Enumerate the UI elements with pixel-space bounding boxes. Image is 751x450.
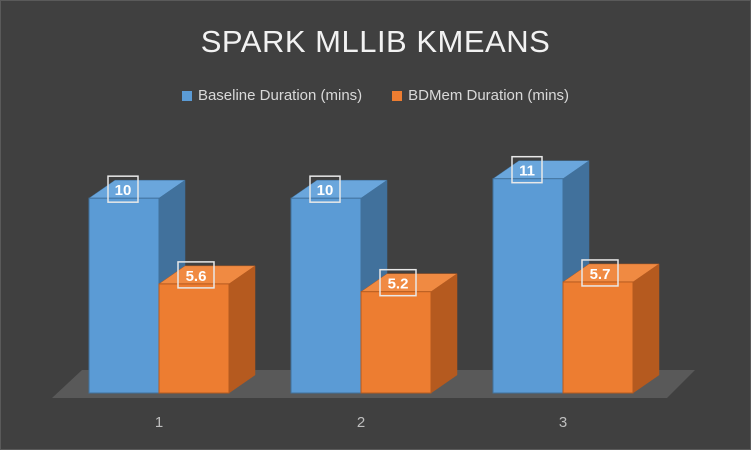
x-tick-label-1: 1 xyxy=(155,414,163,431)
data-label-box-bdmem-2 xyxy=(379,268,417,297)
x-tick-label-3: 3 xyxy=(559,414,567,431)
data-label-baseline-2: 10 xyxy=(317,182,334,199)
legend-item-bdmem: BDMem Duration (mins) xyxy=(392,87,569,104)
data-label-box-bdmem-3 xyxy=(581,259,619,287)
data-label-box-bdmem-1 xyxy=(177,261,215,289)
legend-swatch-bdmem xyxy=(392,90,403,101)
bar-bdmem-1 xyxy=(158,283,230,394)
data-label-box-baseline-1 xyxy=(107,175,139,203)
legend: Baseline Duration (mins) BDMem Duration … xyxy=(0,87,751,104)
data-label-baseline-1: 10 xyxy=(115,182,132,199)
legend-swatch-baseline xyxy=(181,90,192,101)
bar-baseline-3 xyxy=(492,178,564,394)
bar-bdmem-3 xyxy=(562,281,634,394)
bar-bdmem-2 xyxy=(360,291,432,394)
data-label-bdmem-1: 5.6 xyxy=(186,268,207,285)
bar-side-bdmem-3 xyxy=(632,263,660,394)
data-label-bdmem-2: 5.2 xyxy=(388,276,409,293)
data-label-bdmem-3: 5.7 xyxy=(590,266,611,283)
legend-item-baseline: Baseline Duration (mins) xyxy=(181,87,363,104)
bar-side-bdmem-1 xyxy=(228,265,256,394)
bar-baseline-2 xyxy=(290,197,362,394)
data-label-box-baseline-3 xyxy=(511,155,543,184)
data-label-baseline-3: 11 xyxy=(519,163,535,180)
legend-label-baseline: Baseline Duration (mins) xyxy=(197,87,363,104)
bar-baseline-1 xyxy=(88,197,160,394)
data-label-box-baseline-2 xyxy=(309,175,341,203)
legend-label-bdmem: BDMem Duration (mins) xyxy=(408,87,570,104)
x-tick-label-2: 2 xyxy=(357,414,365,431)
bar-side-bdmem-2 xyxy=(430,273,458,394)
chart-title: SPARK MLLIB KMEANS xyxy=(200,24,551,59)
